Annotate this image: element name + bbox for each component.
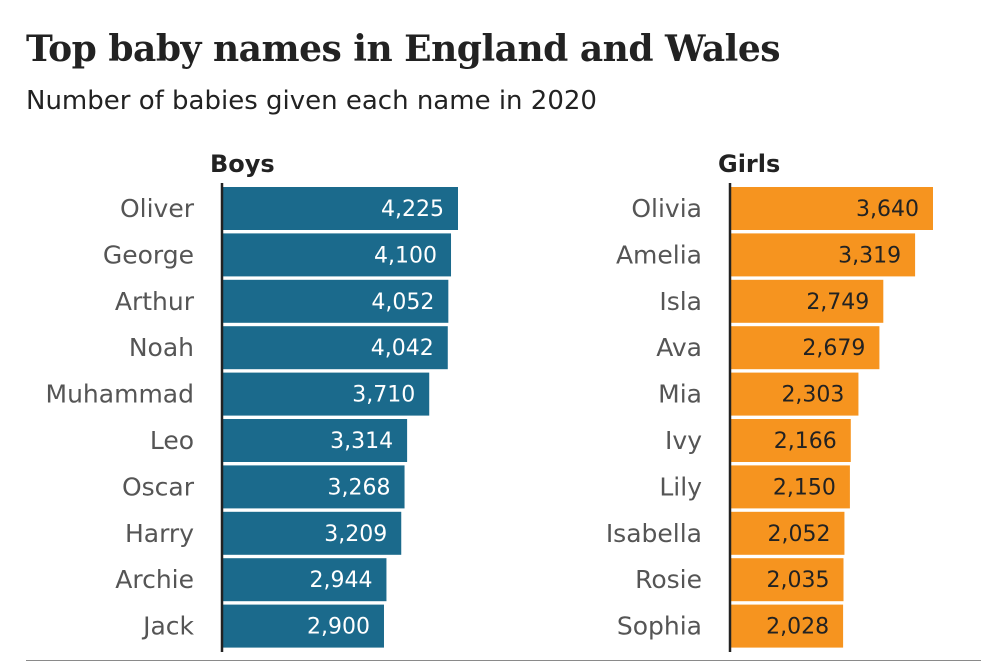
girls-bar (730, 279, 884, 323)
girls-value-label: 3,640 (856, 197, 919, 222)
boys-value-label: 3,710 (352, 383, 415, 408)
girls-bar (730, 511, 845, 555)
girls-panel-title: Girls (718, 150, 780, 178)
boys-bar (222, 279, 449, 323)
girls-category-label: Olivia (631, 194, 702, 223)
boys-category-label: Harry (125, 519, 194, 548)
girls-bar (730, 465, 850, 509)
boys-bar (222, 372, 430, 416)
girls-value-label: 3,319 (838, 243, 901, 268)
girls-value-label: 2,749 (806, 290, 869, 315)
boys-category-label: Archie (115, 565, 194, 594)
girls-bar (730, 604, 844, 648)
girls-category-label: Lily (659, 472, 702, 501)
girls-bar (730, 419, 851, 462)
boys-category-label: Oliver (120, 194, 195, 223)
girls-category-label: Rosie (635, 565, 702, 594)
boys-bar (222, 465, 405, 509)
girls-category-label: Mia (658, 380, 702, 409)
chart-title: Top baby names in England and Wales (26, 28, 781, 70)
girls-category-label: Ivy (665, 426, 702, 455)
boys-panel-title: Boys (210, 150, 275, 178)
girls-chart: Girls Olivia 3,640 Amelia 3,319 Isla 2,749 Ava 2… (606, 150, 933, 652)
footer-divider (26, 660, 981, 661)
girls-category-label: Isabella (606, 519, 702, 548)
boys-bar (222, 558, 387, 602)
boys-bar (222, 233, 452, 277)
girls-value-label: 2,052 (767, 522, 830, 547)
boys-bar (222, 511, 402, 555)
girls-value-label: 2,150 (773, 475, 836, 500)
girls-bar (730, 233, 916, 277)
girls-category-label: Ava (656, 333, 702, 362)
boys-value-label: 4,100 (374, 243, 437, 268)
boys-value-label: 2,900 (307, 615, 370, 640)
girls-value-label: 2,028 (766, 615, 829, 640)
girls-bar (730, 326, 880, 370)
boys-bar (222, 326, 448, 370)
girls-category-label: Sophia (617, 612, 702, 641)
boys-category-label: Oscar (122, 472, 195, 501)
girls-value-label: 2,679 (802, 336, 865, 361)
boys-value-label: 4,052 (371, 290, 434, 315)
boys-chart: Boys Oliver 4,225 George 4,100 Arthur 4,052 Noa… (46, 150, 458, 652)
boys-category-label: Arthur (115, 287, 195, 316)
boys-bar (222, 419, 408, 462)
boys-category-label: Muhammad (46, 380, 194, 409)
girls-value-label: 2,166 (774, 429, 837, 454)
boys-category-label: Leo (150, 426, 194, 455)
boys-value-label: 2,944 (309, 568, 372, 593)
boys-value-label: 3,314 (330, 429, 393, 454)
boys-value-label: 4,042 (371, 336, 434, 361)
boys-value-label: 4,225 (381, 197, 444, 222)
boys-category-label: Jack (141, 612, 194, 641)
girls-bar (730, 372, 859, 416)
boys-value-label: 3,268 (328, 475, 391, 500)
chart-subtitle: Number of babies given each name in 2020 (26, 86, 597, 116)
girls-value-label: 2,303 (781, 383, 844, 408)
girls-category-label: Amelia (616, 240, 702, 269)
boys-bar (222, 604, 384, 648)
girls-category-label: Isla (659, 287, 702, 316)
boys-bar (222, 187, 458, 230)
boys-category-label: Noah (129, 333, 194, 362)
girls-bar (730, 558, 844, 602)
boys-value-label: 3,209 (324, 522, 387, 547)
boys-category-label: George (103, 240, 194, 269)
girls-value-label: 2,035 (767, 568, 830, 593)
girls-bar (730, 187, 933, 230)
